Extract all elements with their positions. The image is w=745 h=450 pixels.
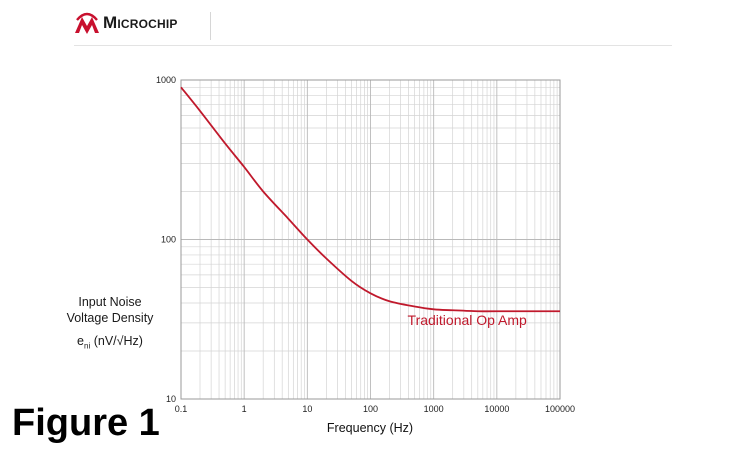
y-axis-label-symbol-line: eni (nV/√Hz) xyxy=(58,333,162,355)
x-tick-label: 100000 xyxy=(545,404,575,414)
plot-border xyxy=(180,79,561,400)
annotations: Traditional Op Amp xyxy=(408,312,528,328)
x-tick-label: 100 xyxy=(363,404,378,414)
header-divider xyxy=(74,45,672,46)
x-tick-label: 10 xyxy=(302,404,312,414)
y-tick-label: 10 xyxy=(166,394,176,404)
brand-logo: Microchip xyxy=(74,10,178,36)
series-annotation-label: Traditional Op Amp xyxy=(408,312,528,328)
y-axis-label-line-2: Voltage Density xyxy=(66,311,154,325)
y-tick-label: 100 xyxy=(161,235,176,245)
y-axis-unit: (nV/√Hz) xyxy=(93,334,143,348)
brand-name: Microchip xyxy=(103,13,178,32)
x-tick-label: 1 xyxy=(242,404,247,414)
figure-label: Figure 1 xyxy=(12,402,160,444)
y-axis-symbol: e xyxy=(77,334,84,348)
x-tick-label: 0.1 xyxy=(175,404,188,414)
tick-labels: 0.1 1 10 100 1000 10000 100000 10 100 1000 xyxy=(156,75,575,414)
series-layer xyxy=(180,86,560,313)
header-divider-vertical xyxy=(210,12,211,40)
x-tick-label: 10000 xyxy=(484,404,509,414)
series-line-traditional-op-amp xyxy=(180,86,560,313)
microchip-logo-icon xyxy=(75,12,99,34)
y-axis-label-line-1: Input Noise xyxy=(78,295,142,309)
x-tick-label: 1000 xyxy=(424,404,444,414)
x-axis-label: Frequency (Hz) xyxy=(327,421,413,435)
y-tick-label: 1000 xyxy=(156,75,176,85)
y-axis-label: Input Noise Voltage Density eni (nV/√Hz) xyxy=(58,294,162,355)
y-axis-subscript: ni xyxy=(84,341,91,351)
